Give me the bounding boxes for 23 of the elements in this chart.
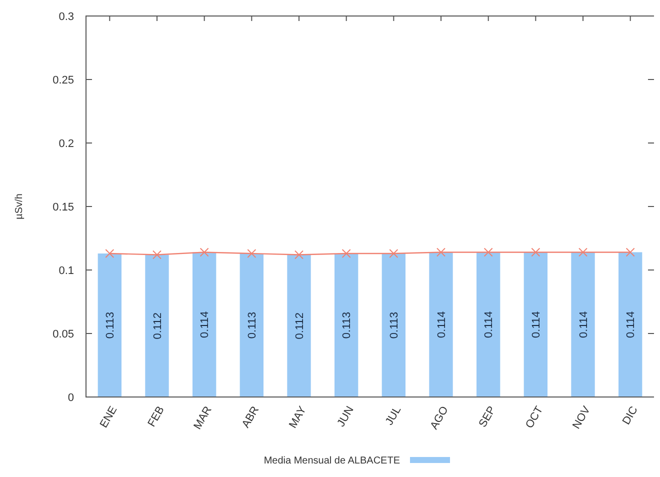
data-label: 0.113 (388, 312, 401, 339)
y-tick-label: 0.05 (52, 328, 74, 340)
y-tick-label: 0.2 (58, 138, 74, 150)
data-label: 0.112 (152, 312, 164, 340)
y-tick-label: 0.25 (52, 74, 74, 86)
data-label: 0.113 (246, 312, 259, 339)
data-label: 0.113 (341, 312, 354, 339)
data-label: 0.112 (294, 312, 306, 340)
data-label: 0.114 (483, 311, 496, 338)
data-label: 0.114 (578, 311, 590, 338)
legend-label: Media Mensual de ALBACETE (264, 456, 400, 466)
y-axis-title: µSv/h (14, 194, 25, 220)
data-label: 0.114 (625, 311, 638, 338)
y-tick-label: 0 (68, 392, 74, 404)
x-tick-label: DIC (620, 404, 640, 427)
x-tick-label: JUL (383, 404, 404, 428)
data-label: 0.114 (530, 311, 543, 338)
data-label: 0.114 (436, 311, 448, 338)
y-tick-label: 0.1 (58, 264, 74, 277)
data-label: 0.113 (104, 312, 117, 339)
y-tick-label: 0.3 (58, 10, 74, 23)
y-tick-label: 0.15 (52, 201, 74, 214)
data-label: 0.114 (199, 311, 212, 338)
